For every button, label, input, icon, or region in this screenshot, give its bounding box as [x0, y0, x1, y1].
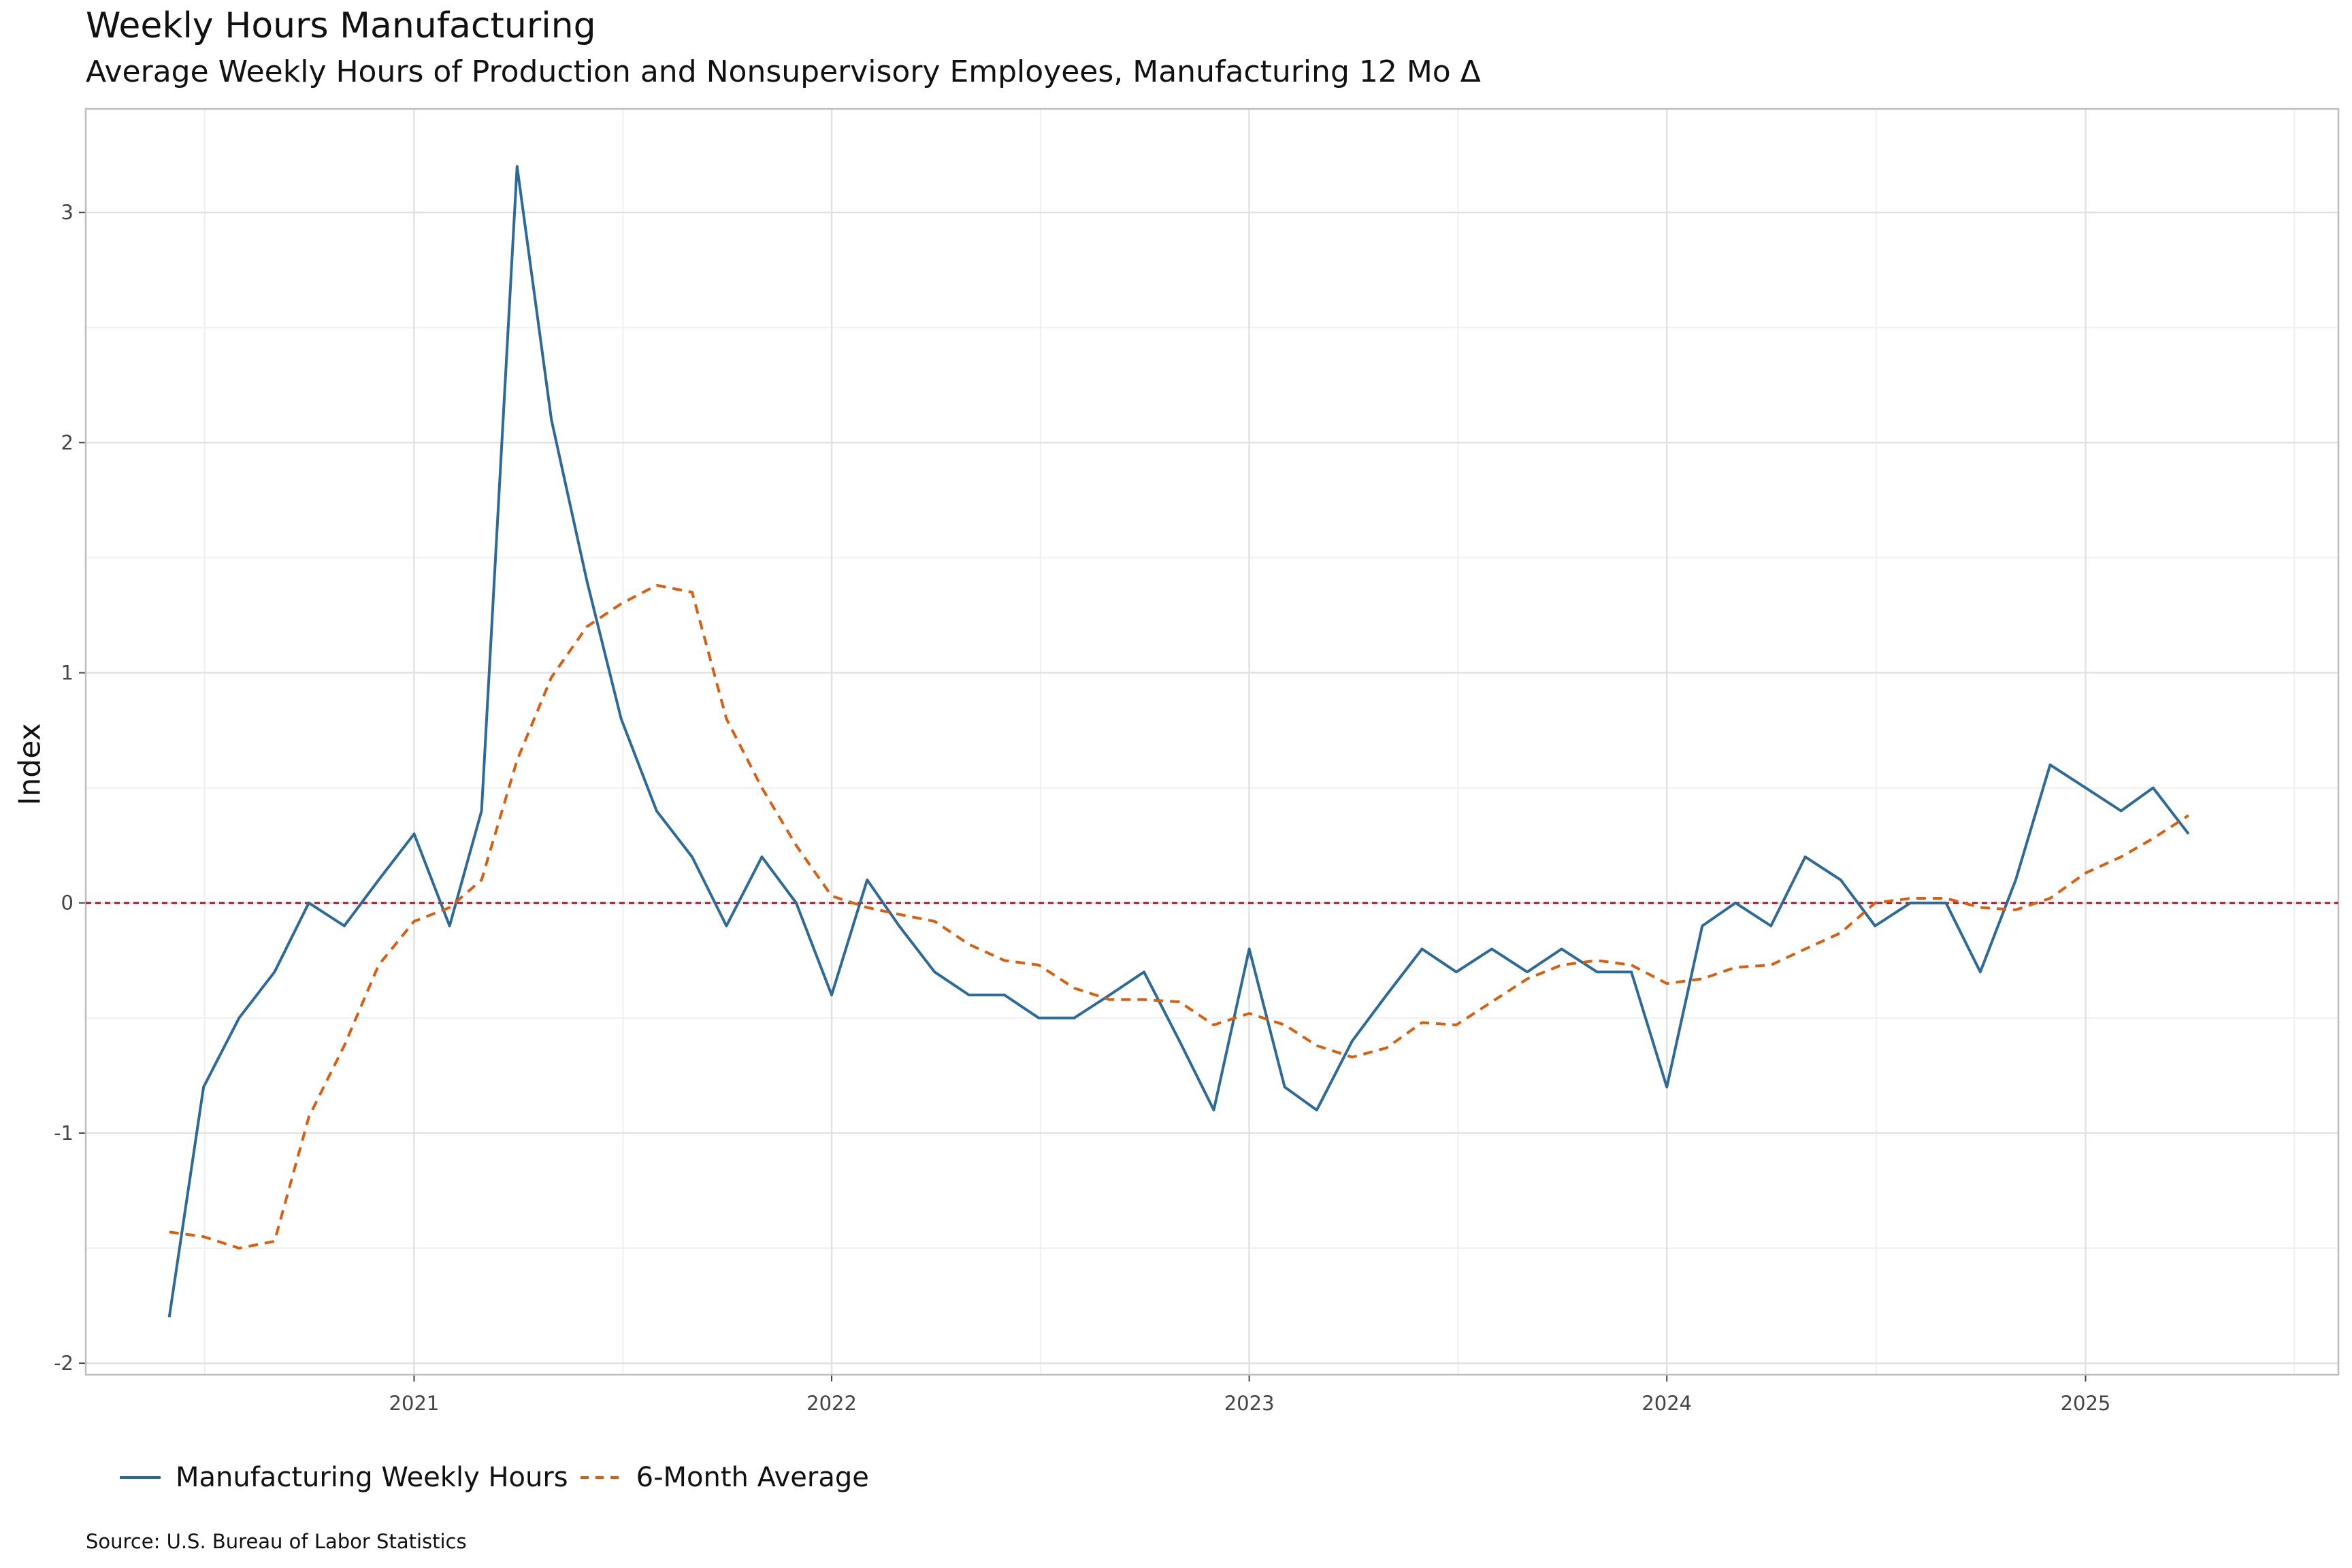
- plot-panel-border: [84, 108, 2340, 1376]
- y-tick-label: -2: [54, 1352, 74, 1375]
- legend-swatch-dashed: [580, 1476, 621, 1479]
- x-tick-label: 2025: [2061, 1392, 2111, 1415]
- y-tick-label: 3: [61, 201, 74, 224]
- y-tick-label: -1: [54, 1122, 74, 1145]
- x-tick-label: 2021: [389, 1392, 440, 1415]
- legend: Manufacturing Weekly Hours 6-Month Avera…: [120, 1462, 881, 1493]
- y-tick-label: 0: [61, 892, 74, 915]
- y-tick-label: 2: [61, 431, 74, 454]
- legend-item-weekly-hours: Manufacturing Weekly Hours: [120, 1462, 568, 1493]
- chart-subtitle: Average Weekly Hours of Production and N…: [86, 54, 1481, 89]
- legend-item-6-month-average: 6-Month Average: [580, 1462, 869, 1493]
- source-note: Source: U.S. Bureau of Labor Statistics: [86, 1530, 467, 1553]
- x-tick-label: 2022: [806, 1392, 857, 1415]
- chart-title: Weekly Hours Manufacturing: [86, 5, 596, 46]
- legend-label-weekly-hours: Manufacturing Weekly Hours: [176, 1462, 568, 1493]
- legend-label-6-month-average: 6-Month Average: [636, 1462, 869, 1493]
- x-tick-label: 2023: [1224, 1392, 1275, 1415]
- series-line-6-month-average: [169, 584, 2189, 1250]
- series-line-weekly-hours: [167, 165, 2190, 1318]
- x-tick-label: 2024: [1642, 1392, 1692, 1415]
- y-tick-label: 1: [61, 662, 74, 685]
- legend-swatch-solid: [120, 1476, 161, 1479]
